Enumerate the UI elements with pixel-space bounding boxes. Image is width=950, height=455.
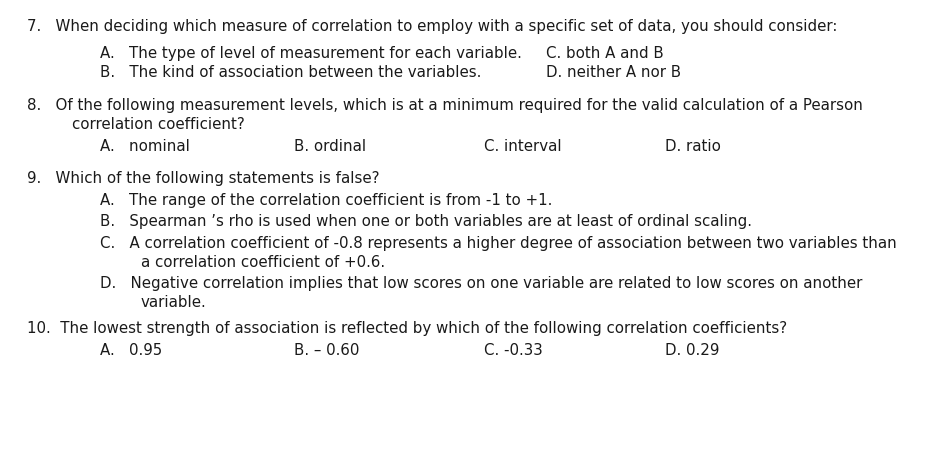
Text: C. -0.33: C. -0.33 [484, 343, 543, 358]
Text: 7.   When deciding which measure of correlation to employ with a specific set of: 7. When deciding which measure of correl… [27, 19, 837, 34]
Text: D.   Negative correlation implies that low scores on one variable are related to: D. Negative correlation implies that low… [100, 276, 863, 291]
Text: C.   A correlation coefficient of -0.8 represents a higher degree of association: C. A correlation coefficient of -0.8 rep… [100, 235, 897, 250]
Text: 8.   Of the following measurement levels, which is at a minimum required for the: 8. Of the following measurement levels, … [27, 97, 863, 112]
Text: C. interval: C. interval [484, 139, 562, 154]
Text: 9.   Which of the following statements is false?: 9. Which of the following statements is … [27, 171, 379, 186]
Text: C. both A and B: C. both A and B [546, 46, 664, 61]
Text: D. ratio: D. ratio [665, 139, 721, 154]
Text: 10.  The lowest strength of association is reflected by which of the following c: 10. The lowest strength of association i… [27, 321, 787, 336]
Text: correlation coefficient?: correlation coefficient? [72, 116, 245, 131]
Text: variable.: variable. [141, 295, 206, 310]
Text: D. 0.29: D. 0.29 [665, 343, 719, 358]
Text: A.   nominal: A. nominal [100, 139, 190, 154]
Text: A.   The type of level of measurement for each variable.: A. The type of level of measurement for … [100, 46, 522, 61]
Text: B.   The kind of association between the variables.: B. The kind of association between the v… [100, 65, 481, 80]
Text: a correlation coefficient of +0.6.: a correlation coefficient of +0.6. [141, 254, 385, 269]
Text: B.   Spearman ’s rho is used when one or both variables are at least of ordinal : B. Spearman ’s rho is used when one or b… [100, 214, 751, 229]
Text: D. neither A nor B: D. neither A nor B [546, 65, 681, 80]
Text: A.   The range of the correlation coefficient is from -1 to +1.: A. The range of the correlation coeffici… [100, 192, 552, 207]
Text: A.   0.95: A. 0.95 [100, 343, 162, 358]
Text: B. – 0.60: B. – 0.60 [294, 343, 360, 358]
Text: B. ordinal: B. ordinal [294, 139, 367, 154]
